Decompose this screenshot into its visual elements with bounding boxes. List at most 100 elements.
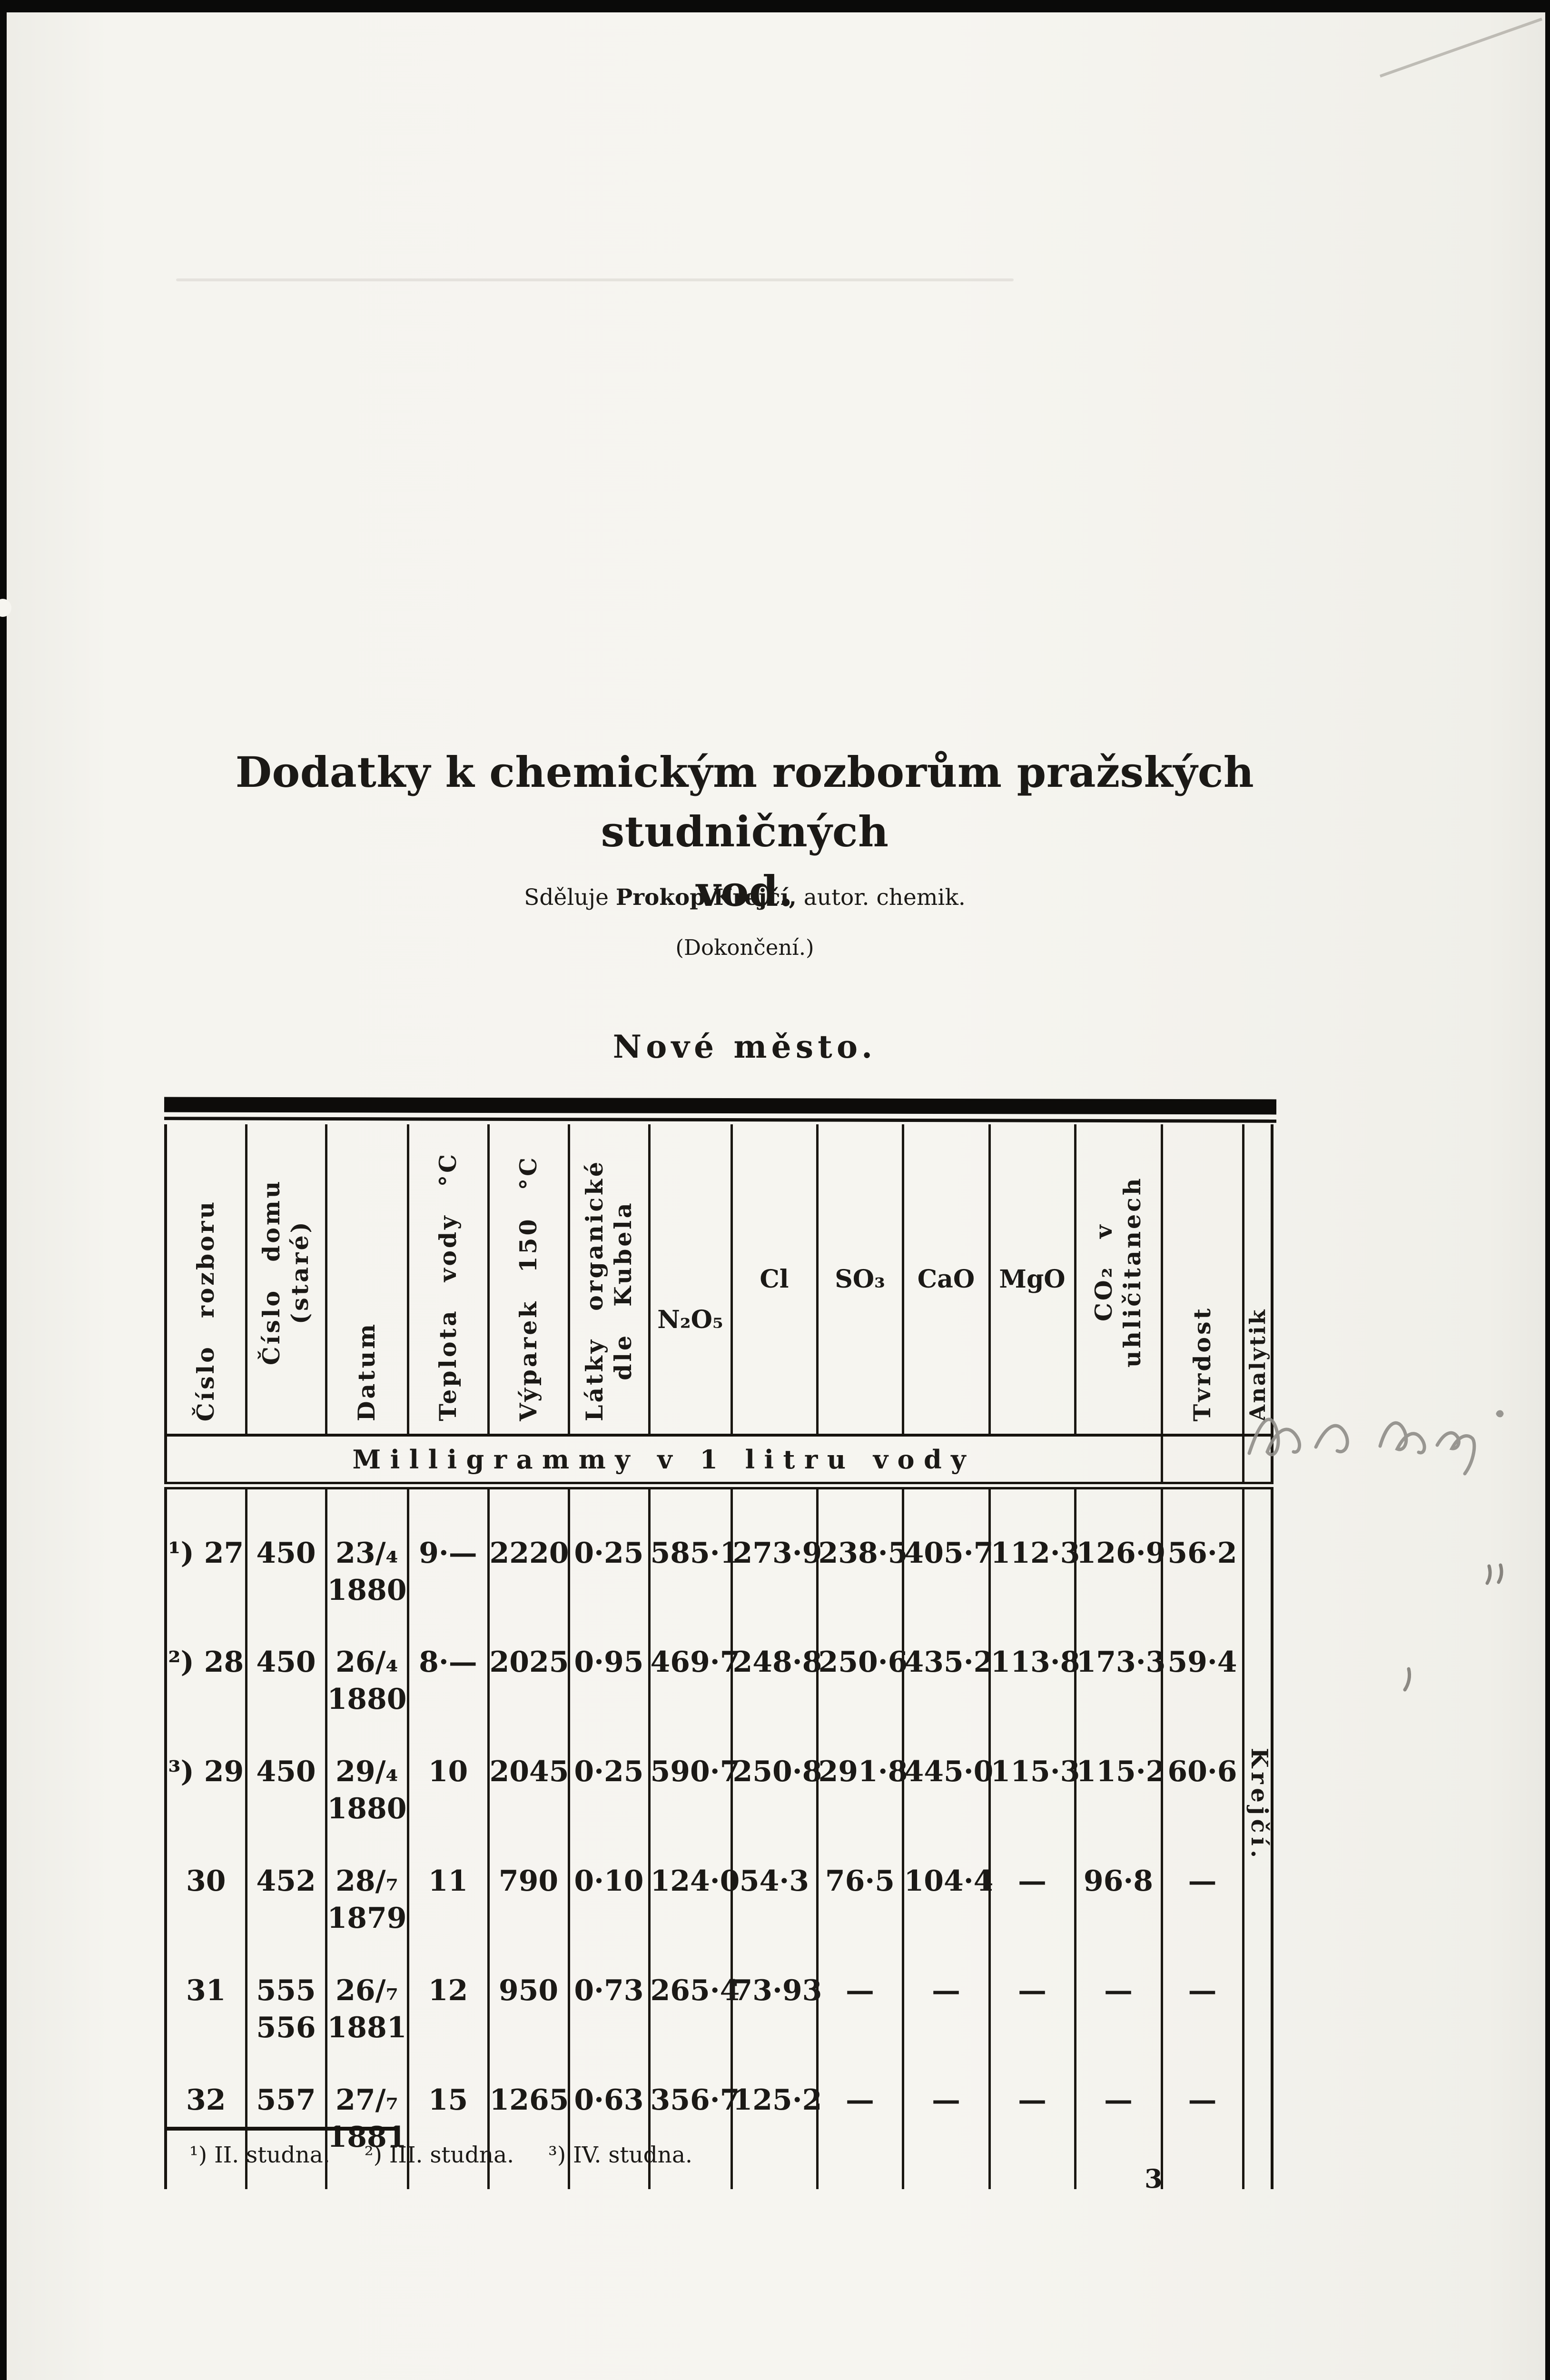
- header-row: Číslo rozboru Číslo domu (staré) Datum T…: [166, 1124, 1272, 1437]
- table-cell: 124·0: [648, 1857, 740, 1966]
- footnotes: ¹) II. studna. ²) III. studna. ³) IV. st…: [189, 2142, 692, 2168]
- column-header-co2: CO₂ v uhličitanech: [1074, 1124, 1162, 1437]
- table-cell: 29/₄ 1880: [325, 1747, 408, 1857]
- table-cell: —: [816, 1966, 903, 2076]
- table-cell: —: [1160, 2076, 1243, 2189]
- table-cell: —: [988, 1857, 1075, 1966]
- page-title-line1: Dodatky k chemickým rozborům pražských s…: [235, 747, 1254, 856]
- table-cell: 0·73: [567, 1966, 649, 2076]
- table-cell: 31: [186, 1974, 226, 2007]
- unit-band-spacer: [1160, 1435, 1243, 1489]
- table-row: ³) 29 450 29/₄ 1880 10 2045 0·25 590·7 2…: [166, 1747, 1272, 1857]
- analyst-name-vertical: Krejčí.: [1245, 1748, 1273, 1862]
- table-cell: ²) 28: [168, 1646, 244, 1679]
- byline-prefix: Sděluje: [524, 884, 609, 911]
- scan-frame-right: [1545, 0, 1550, 2380]
- unit-band-spacer: [1242, 1435, 1272, 1489]
- table-cell: ³) 29: [168, 1755, 244, 1788]
- footnote-3: ³) IV. studna.: [548, 2142, 692, 2168]
- footnote-rule: [164, 2127, 398, 2131]
- analyst-cell: Krejčí.: [1242, 1486, 1273, 2189]
- table-cell: 125·2: [730, 2076, 822, 2189]
- table-cell: 173·3: [1074, 1638, 1165, 1747]
- table-cell: 2045: [487, 1747, 569, 1857]
- byline-author: Prokop Krejčí,: [615, 884, 797, 911]
- section-heading: Nové město.: [612, 1028, 877, 1065]
- column-header-vyparek: Výparek 150 °C: [487, 1124, 569, 1437]
- table-top-rule-thin: [164, 1117, 1277, 1123]
- table-cell: 265·4: [648, 1966, 740, 2076]
- table-cell: ¹) 27: [168, 1537, 244, 1570]
- footnote-2: ²) III. studna.: [364, 2142, 514, 2168]
- table-cell: 452: [245, 1857, 326, 1966]
- table-cell: 11: [406, 1857, 488, 1966]
- table-cell: 76·5: [816, 1857, 903, 1966]
- continuation-note: (Dokončení.): [675, 935, 814, 960]
- table-cell: 2220: [487, 1486, 569, 1638]
- table-cell: 557: [245, 2076, 326, 2189]
- table-cell: 115·3: [988, 1747, 1080, 1857]
- table-cell: 238·5: [816, 1486, 908, 1638]
- table-cell: 291·8: [816, 1747, 908, 1857]
- table-cell: 115·2: [1074, 1747, 1165, 1857]
- table-row: ¹) 27 450 23/₄ 1880 9·— 2220 0·25 585·1 …: [166, 1486, 1273, 2189]
- table-row: 30 452 28/₇ 1879 11 790 0·10 124·0 54·3 …: [166, 1857, 1272, 1966]
- page-title: Dodatky k chemickým rozborům pražských s…: [157, 743, 1333, 921]
- column-header-cao: CaO: [901, 1124, 989, 1437]
- table-top-rule-thick: [164, 1097, 1277, 1115]
- table-cell: 112·3: [988, 1486, 1080, 1638]
- table-cell: 950: [487, 1966, 569, 2076]
- table-cell: 450: [245, 1638, 326, 1747]
- column-header-cislo-domu: Číslo domu (staré): [245, 1124, 326, 1437]
- scan-frame-left: [0, 0, 7, 2380]
- table-cell: 96·8: [1074, 1857, 1162, 1966]
- table-cell: 23/₄ 1880: [325, 1486, 408, 1638]
- unit-band-row: Milligrammy v 1 litru vody: [166, 1435, 1272, 1489]
- table-cell: 248·8: [730, 1638, 822, 1747]
- column-header-cl: Cl: [730, 1124, 817, 1437]
- table-cell: 585·1: [648, 1486, 740, 1638]
- table-cell: 250·8: [730, 1747, 822, 1857]
- table-cell: 9·—: [406, 1486, 488, 1638]
- table-cell: 555 556: [245, 1966, 326, 2076]
- scan-crease-line: [1380, 18, 1542, 78]
- scan-frame-top: [0, 0, 1550, 12]
- table-cell: 27/₇ 1881: [325, 2076, 408, 2189]
- table-cell: 405·7: [901, 1486, 993, 1638]
- table-cell: —: [1160, 1857, 1243, 1966]
- column-header-datum: Datum: [325, 1124, 408, 1437]
- byline: Sděluje Prokop Krejčí, autor. chemik.: [157, 884, 1333, 911]
- table-cell: 59·4: [1160, 1638, 1243, 1747]
- table-cell: 0·63: [567, 2076, 649, 2189]
- table-cell: 450: [245, 1486, 326, 1638]
- footnote-1: ¹) II. studna.: [189, 2142, 330, 2168]
- table-cell: —: [988, 2076, 1075, 2189]
- table-cell: 30: [186, 1864, 226, 1898]
- table-cell: 0·95: [567, 1638, 649, 1747]
- table-cell: —: [816, 2076, 903, 2189]
- pencil-mark: [1403, 1667, 1412, 1692]
- table-cell: 104·4: [901, 1857, 993, 1966]
- table-cell: 590·7: [648, 1747, 740, 1857]
- column-header-tvrdost: Tvrdost: [1160, 1124, 1243, 1437]
- table-cell: 445·0: [901, 1747, 993, 1857]
- table-cell: 790: [487, 1857, 569, 1966]
- handwritten-annotation: [1247, 1410, 1504, 1476]
- column-header-so3: SO₃: [816, 1124, 903, 1437]
- column-header-teplota: Teplota vody °C: [406, 1124, 488, 1437]
- table-cell: 250·6: [816, 1638, 908, 1747]
- unit-band: Milligrammy v 1 litru vody: [166, 1435, 1162, 1489]
- table-cell: 15: [406, 2076, 488, 2189]
- table-cell: —: [1074, 1966, 1162, 2076]
- byline-suffix: autor. chemik.: [803, 884, 966, 911]
- scan-notch: [0, 599, 11, 617]
- table-cell: 2025: [487, 1638, 569, 1747]
- pencil-mark: [1485, 1563, 1503, 1585]
- scan-smudge: [176, 278, 1014, 281]
- table-cell: 26/₇ 1881: [325, 1966, 408, 2076]
- table-cell: 435·2: [901, 1638, 993, 1747]
- column-header-latky-organicke: Látky organické dle Kubela: [567, 1124, 649, 1437]
- column-header-mgo: MgO: [988, 1124, 1075, 1437]
- table-cell: 126·9: [1074, 1486, 1165, 1638]
